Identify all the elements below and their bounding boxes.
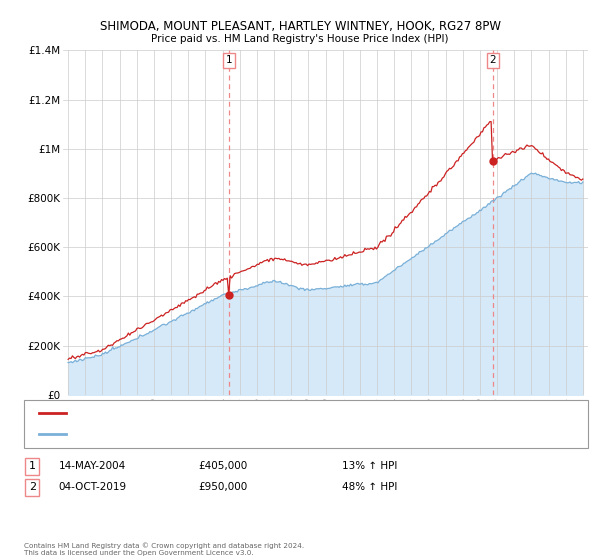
Text: 2: 2 [29,482,36,492]
Text: £950,000: £950,000 [198,482,247,492]
Text: Price paid vs. HM Land Registry's House Price Index (HPI): Price paid vs. HM Land Registry's House … [151,34,449,44]
Text: Contains HM Land Registry data © Crown copyright and database right 2024.
This d: Contains HM Land Registry data © Crown c… [24,542,304,556]
Text: 13% ↑ HPI: 13% ↑ HPI [342,461,397,472]
Text: 48% ↑ HPI: 48% ↑ HPI [342,482,397,492]
Text: SHIMODA, MOUNT PLEASANT, HARTLEY WINTNEY, HOOK, RG27 8PW: SHIMODA, MOUNT PLEASANT, HARTLEY WINTNEY… [100,20,500,32]
Text: 04-OCT-2019: 04-OCT-2019 [59,482,127,492]
Text: HPI: Average price, detached house, Hart: HPI: Average price, detached house, Hart [71,430,245,438]
Text: 1: 1 [29,461,36,472]
Text: 14-MAY-2004: 14-MAY-2004 [59,461,126,472]
Text: £405,000: £405,000 [198,461,247,472]
Text: SHIMODA, MOUNT PLEASANT, HARTLEY WINTNEY, HOOK, RG27 8PW (detached house): SHIMODA, MOUNT PLEASANT, HARTLEY WINTNEY… [71,408,434,417]
Text: 1: 1 [226,55,232,66]
Text: 2: 2 [490,55,496,66]
